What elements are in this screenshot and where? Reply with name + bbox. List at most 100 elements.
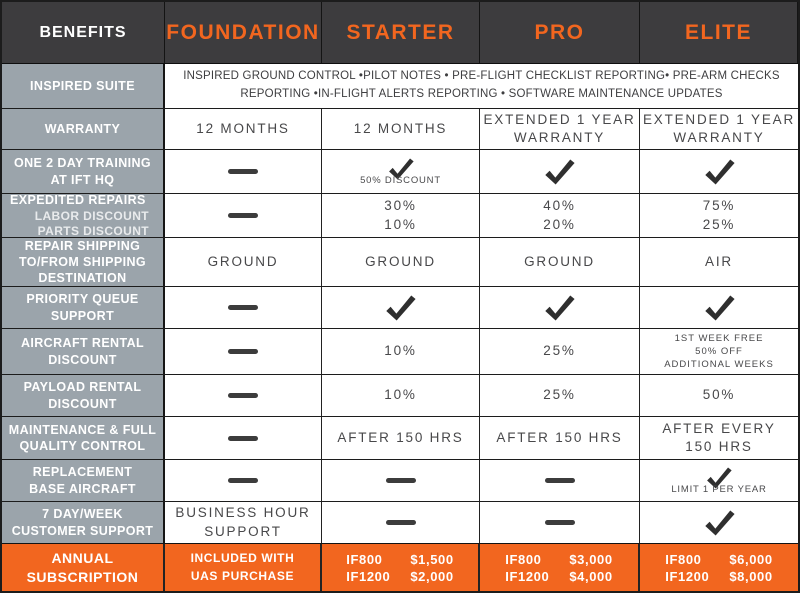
- cell-warranty-starter: 12 MONTHS: [322, 109, 480, 149]
- row-label-line: WARRANTY: [44, 121, 121, 136]
- row-label-warranty: WARRANTY: [2, 109, 165, 149]
- check-caption: 50% DISCOUNT: [360, 174, 441, 186]
- cell-warranty-foundation: 12 MONTHS: [165, 109, 322, 149]
- inspired-suite-features: INSPIRED GROUND CONTROL •PILOT NOTES • P…: [165, 64, 798, 108]
- cell-value-line: ADDITIONAL WEEKS: [664, 359, 774, 371]
- cell-expedited-repairs-elite: 75% 25%: [640, 194, 798, 237]
- dash-icon: [544, 520, 575, 525]
- pricing-model: IF800: [346, 551, 383, 567]
- row-label-line: DISCOUNT: [48, 352, 117, 367]
- dash-icon: [228, 478, 258, 483]
- check-icon: [545, 295, 575, 320]
- dash-icon: [544, 478, 575, 483]
- cell-value-line: WARRANTY: [673, 130, 765, 145]
- row-label-line: REPAIR SHIPPING: [24, 238, 141, 253]
- dash-icon: [228, 349, 258, 354]
- pricing-amount: $6,000: [729, 551, 773, 567]
- row-label-line: 7 DAY/WEEK: [42, 507, 123, 522]
- cell-value-line: 25%: [543, 387, 576, 403]
- cell-warranty-elite: EXTENDED 1 YEAR WARRANTY: [640, 109, 798, 149]
- row-label-expedited-repairs: EXPEDITED REPAIRS LABOR DISCOUNT PARTS DIS…: [2, 194, 165, 237]
- cell-maintenance-quality-control-elite: AFTER EVERY 150 HRS: [640, 417, 798, 459]
- row-label-annual-subscription: ANNUAL SUBSCRIPTION: [2, 544, 165, 591]
- row-label-line: BASE AIRCRAFT: [29, 481, 136, 496]
- cell-replacement-base-aircraft-elite: LIMIT 1 PER YEAR: [640, 460, 798, 501]
- cell-one-2-day-training-starter: 50% DISCOUNT: [322, 150, 480, 193]
- cell-aircraft-rental-discount-starter: 10%: [322, 329, 480, 374]
- cell-value-line: 50% OFF: [695, 345, 743, 357]
- cell-value-line: SUPPORT: [204, 523, 282, 539]
- cell-priority-queue-support-pro: [480, 287, 640, 328]
- dash-icon: [228, 435, 258, 441]
- cell-value-line: GROUND: [524, 253, 595, 269]
- pricing-table-elite: IF800 $6,000 IF1200 $8,000: [665, 552, 772, 584]
- row-label-line: EXPEDITED REPAIRS: [10, 194, 146, 208]
- dash-icon: [228, 169, 258, 174]
- cell-priority-queue-support-elite: [640, 287, 798, 328]
- cell-value-line: 75%: [702, 198, 736, 214]
- cell-customer-support-foundation: BUSINESS HOUR SUPPORT: [165, 502, 322, 543]
- pricing-amount: $8,000: [729, 568, 773, 584]
- cell-one-2-day-training-elite: [640, 150, 798, 193]
- cell-replacement-base-aircraft-foundation: [165, 460, 322, 501]
- cell-value-line: 150 HRS: [685, 439, 753, 454]
- cell-payload-rental-discount-foundation: [165, 375, 322, 416]
- annual-label-line: ANNUAL: [51, 550, 114, 567]
- cell-repair-shipping-foundation: GROUND: [165, 238, 322, 286]
- row-label-line: ONE 2 DAY TRAINING: [13, 156, 152, 171]
- cell-value-line: GROUND: [365, 253, 436, 269]
- check-icon: [704, 510, 735, 535]
- row-label-inspired-suite: INSPIRED SUITE: [2, 64, 165, 108]
- row-label-line: PAYLOAD RENTAL: [23, 380, 142, 395]
- cell-payload-rental-discount-starter: 10%: [322, 375, 480, 416]
- inspired-suite-line: REPORTING •IN-FLIGHT ALERTS REPORTING • …: [240, 88, 723, 100]
- cell-value-line: EXTENDED 1 YEAR: [642, 111, 796, 127]
- pricing-model: IF1200: [505, 568, 550, 584]
- row-annual-subscription: ANNUAL SUBSCRIPTION INCLUDED WITH UAS PURCH…: [2, 543, 798, 591]
- row-label-line: MAINTENANCE & FULL: [8, 422, 157, 437]
- check-icon: [704, 159, 735, 184]
- row-maintenance-quality-control: MAINTENANCE & FULL QUALITY CONTROL AFTER 1…: [2, 417, 798, 460]
- cell-value-line: 12 MONTHS: [353, 120, 448, 136]
- cell-value-line: 10%: [384, 343, 417, 359]
- row-one-2-day-training: ONE 2 DAY TRAINING AT IFT HQ 50% DISCOUNT: [2, 150, 798, 194]
- header-plan-foundation: FOUNDATION: [165, 2, 322, 63]
- pricing-table-pro: IF800 $3,000 IF1200 $4,000: [505, 552, 612, 584]
- cell-value-line: 12 MONTHS: [196, 120, 290, 136]
- check-caption: LIMIT 1 PER YEAR: [671, 483, 767, 495]
- cell-replacement-base-aircraft-pro: [480, 460, 640, 501]
- row-label-payload-rental-discount: PAYLOAD RENTAL DISCOUNT: [2, 375, 165, 416]
- cell-value-line: AFTER 150 HRS: [337, 429, 464, 445]
- row-expedited-repairs: EXPEDITED REPAIRS LABOR DISCOUNT PARTS DIS…: [2, 194, 798, 238]
- pricing-table-starter: IF800 $1,500 IF1200 $2,000: [346, 552, 453, 584]
- cell-value-line: 1ST WEEK FREE: [674, 332, 764, 344]
- cell-annual-elite: IF800 $6,000 IF1200 $8,000: [640, 544, 798, 591]
- cell-one-2-day-training-foundation: [165, 150, 322, 193]
- dash-icon: [228, 305, 258, 310]
- cell-replacement-base-aircraft-starter: [322, 460, 480, 501]
- cell-maintenance-quality-control-pro: AFTER 150 HRS: [480, 417, 640, 459]
- cell-one-2-day-training-pro: [480, 150, 640, 193]
- cell-value-line: 25%: [543, 343, 576, 359]
- cell-priority-queue-support-foundation: [165, 287, 322, 328]
- header-plan-elite: ELITE: [640, 2, 798, 63]
- cell-customer-support-elite: [640, 502, 798, 543]
- plan-title-starter: STARTER: [346, 20, 455, 44]
- pricing-amount: $2,000: [410, 568, 454, 584]
- check-icon: [388, 158, 414, 179]
- annual-value-line: UAS PURCHASE: [190, 568, 295, 583]
- dash-icon: [385, 520, 416, 525]
- cell-maintenance-quality-control-foundation: [165, 417, 322, 459]
- cell-repair-shipping-pro: GROUND: [480, 238, 640, 286]
- row-label-line: REPLACEMENT: [32, 465, 133, 480]
- inspired-suite-line: INSPIRED GROUND CONTROL •PILOT NOTES • P…: [183, 70, 780, 83]
- check-icon: [704, 295, 735, 320]
- row-repair-shipping: REPAIR SHIPPING TO/FROM SHIPPING DESTINATI…: [2, 238, 798, 287]
- pricing-amount: $4,000: [569, 568, 613, 584]
- cell-warranty-pro: EXTENDED 1 YEAR WARRANTY: [480, 109, 640, 149]
- cell-value-line: 10%: [384, 216, 417, 232]
- row-sublabel-line: PARTS DISCOUNT: [37, 223, 149, 237]
- pricing-amount: $1,500: [410, 551, 454, 567]
- cell-value-line: 10%: [384, 387, 417, 403]
